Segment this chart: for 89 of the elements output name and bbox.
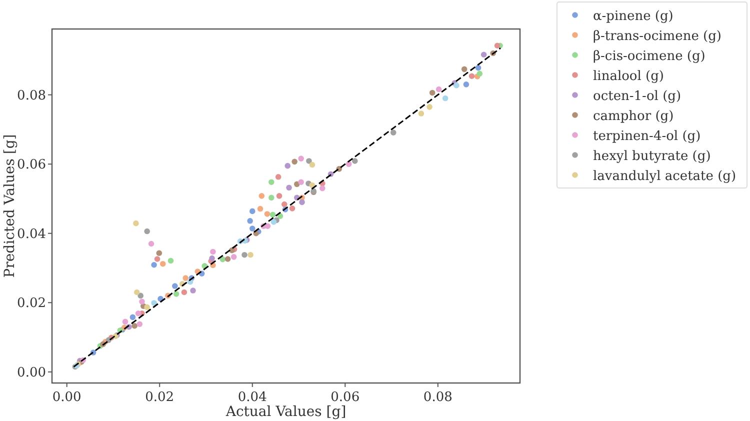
point <box>168 258 174 264</box>
point <box>209 255 215 262</box>
point <box>249 208 256 214</box>
point <box>390 130 396 136</box>
legend-label: α-pinene (g) <box>593 9 674 24</box>
point <box>156 250 162 256</box>
point <box>299 199 305 206</box>
point <box>309 162 316 168</box>
point <box>276 193 282 199</box>
point <box>461 66 468 72</box>
y-tick-label: 0.00 <box>17 365 46 380</box>
point <box>247 218 253 224</box>
y-tick-label: 0.02 <box>17 296 46 312</box>
x-tick-label: 0.04 <box>238 390 267 405</box>
point <box>281 201 288 208</box>
point <box>298 156 304 162</box>
point <box>320 185 326 192</box>
point <box>138 292 144 299</box>
x-tick-label: 0.08 <box>423 390 452 405</box>
point <box>352 158 358 164</box>
point <box>442 95 448 102</box>
y-tick-label: 0.04 <box>17 226 46 242</box>
x-tick-label: 0.06 <box>330 390 360 405</box>
point <box>289 206 296 212</box>
point <box>286 184 292 191</box>
point <box>468 73 475 80</box>
point <box>270 219 277 225</box>
point <box>182 275 188 281</box>
point <box>135 310 142 316</box>
point <box>436 86 442 92</box>
point <box>172 283 178 289</box>
x-axis-title: Actual Values [g] <box>224 404 346 420</box>
point <box>190 288 196 294</box>
legend-label: linalool (g) <box>593 69 664 84</box>
point <box>160 260 166 267</box>
point <box>284 162 291 169</box>
legend-label: β-cis-ocimene (g) <box>593 49 706 64</box>
legend-label: lavandulyl acetate (g) <box>593 169 736 184</box>
point <box>230 254 237 260</box>
point <box>151 262 157 268</box>
point <box>480 52 487 58</box>
point <box>154 256 160 262</box>
point <box>210 248 216 255</box>
point <box>298 179 304 185</box>
point <box>429 90 436 96</box>
point <box>136 321 143 328</box>
x-tick-label: 0.00 <box>52 390 82 405</box>
point <box>248 252 254 258</box>
point <box>148 240 154 247</box>
point <box>242 252 248 258</box>
point <box>181 289 188 296</box>
point <box>270 212 276 218</box>
y-tick-label: 0.08 <box>17 88 46 104</box>
point <box>257 206 264 212</box>
legend-label: camphor (g) <box>593 109 674 124</box>
y-axis-title: Predicted Values [g] <box>2 134 18 278</box>
point <box>151 300 157 306</box>
point <box>173 291 180 297</box>
legend-label: octen-1-ol (g) <box>593 89 682 104</box>
point <box>418 110 424 116</box>
point <box>275 174 282 180</box>
point <box>292 158 298 165</box>
point <box>476 70 483 77</box>
point <box>144 228 150 234</box>
point <box>346 161 352 167</box>
point <box>224 256 231 262</box>
point <box>268 179 274 185</box>
point <box>249 226 256 232</box>
point <box>133 220 139 226</box>
legend-label: hexyl butyrate (g) <box>593 149 711 164</box>
point <box>264 211 270 217</box>
legend-label: β-trans-ocimene (g) <box>593 29 722 44</box>
point <box>454 82 460 88</box>
x-tick-label: 0.02 <box>145 390 174 405</box>
point <box>130 314 136 320</box>
point <box>132 322 138 329</box>
point <box>475 64 482 71</box>
point <box>426 104 432 110</box>
point <box>144 304 150 310</box>
y-tick-label: 0.06 <box>17 158 46 173</box>
point <box>268 194 274 201</box>
legend-label: terpinen-4-ol (g) <box>593 129 701 144</box>
point <box>139 298 145 304</box>
point <box>306 158 312 164</box>
point <box>258 193 265 199</box>
point <box>122 318 128 325</box>
point <box>134 289 140 296</box>
point <box>494 42 500 49</box>
point <box>463 82 470 88</box>
